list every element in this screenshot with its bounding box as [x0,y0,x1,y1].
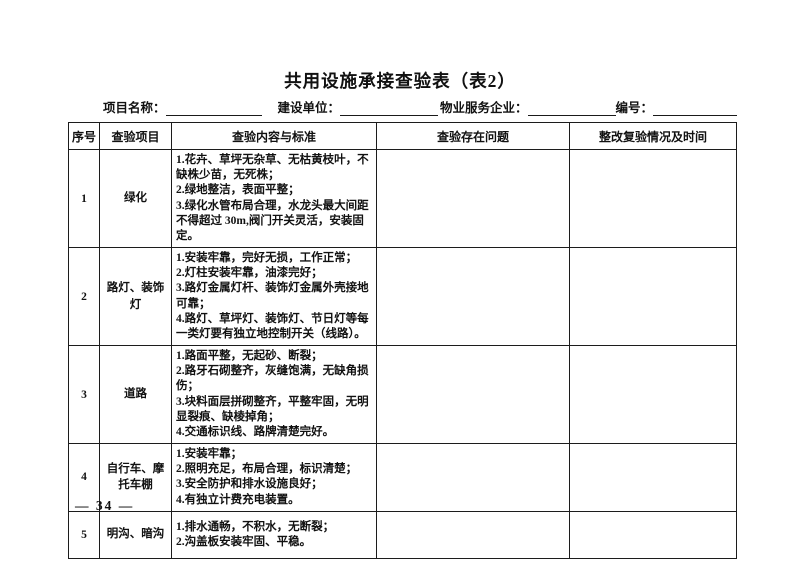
column-header-rectification: 整改复验情况及时间 [569,122,737,150]
table-row: 4 自行车、摩托车棚 1.安装牢靠； 2.照明充足，布局合理，标识清楚； 3.安全防… [68,443,737,512]
row-no: 1 [68,148,100,249]
column-header-no: 序号 [68,122,100,150]
row-no: 2 [68,247,100,347]
page-title: 共用设施承接查验表（表2） [284,71,516,91]
row-content: 1.路面平整，无起砂、断裂； 2.路牙石砌整齐，灰缝饱满，无缺角损伤； 3.块料面层… [171,345,377,445]
header-fields: 项目名称： 建设单位： 物业服务企业： 编号： [103,97,743,116]
row-content: 1.安装牢靠，完好无损，工作正常； 2.灯柱安装牢靠，油漆完好； 3.路灯金属灯杆、… [171,247,377,347]
row-problem [376,247,570,347]
page-number: — 34 — [75,498,135,513]
construction-unit-blank [340,102,439,116]
row-item: 绿化 [99,148,172,249]
row-problem [376,510,570,559]
table-row: 1 绿化 1.花卉、草坪无杂草、无枯黄枝叶，不缺株少苗，无死株； 2.绿地整洁，表… [68,148,737,249]
serial-number-blank [653,102,738,116]
row-problem [376,345,570,445]
inspection-table-body: 1 绿化 1.花卉、草坪无杂草、无枯黄枝叶，不缺株少苗，无死株； 2.绿地整洁，表… [68,148,737,559]
table-row: 3 道路 1.路面平整，无起砂、断裂； 2.路牙石砌整齐，灰缝饱满，无缺角损伤； 3… [68,345,737,445]
row-no: 4 [68,443,100,512]
row-no: 3 [68,345,100,445]
row-content: 1.排水通畅，不积水，无断裂； 2.沟盖板安装牢固、平稳。 [171,510,377,559]
row-rectification [569,247,737,347]
table-row: 5 明沟、暗沟 1.排水通畅，不积水，无断裂； 2.沟盖板安装牢固、平稳。 [68,510,737,559]
row-item: 道路 [99,345,172,445]
row-content: 1.花卉、草坪无杂草、无枯黄枝叶，不缺株少苗，无死株； 2.绿地整洁，表面平整； 3… [171,148,377,249]
property-company-blank [527,102,616,116]
project-name-label: 项目名称： [103,101,166,115]
serial-number-label: 编号： [615,101,654,115]
column-header-standard: 查验内容与标准 [171,122,377,150]
row-content: 1.安装牢靠； 2.照明充足，布局合理，标识清楚； 3.安全防护和排水设施良好； 4.… [171,443,377,512]
inspection-table: 序号 查验项目 查验内容与标准 查验存在问题 整改复验情况及时间 1 绿化 1.… [68,122,737,559]
construction-unit-label: 建设单位： [277,101,341,115]
project-name-blank [165,102,262,116]
column-header-problem: 查验存在问题 [376,122,570,150]
row-problem [376,443,570,512]
row-rectification [569,345,737,445]
row-item: 明沟、暗沟 [99,510,172,559]
row-rectification [569,148,737,249]
table-header-row: 序号 查验项目 查验内容与标准 查验存在问题 整改复验情况及时间 [68,122,737,150]
row-no: 5 [68,510,100,559]
row-rectification [569,510,737,559]
column-header-item: 查验项目 [99,122,172,150]
property-company-label: 物业服务企业： [440,101,528,115]
row-problem [376,148,570,249]
row-rectification [569,443,737,512]
row-item: 路灯、装饰灯 [99,247,172,347]
table-row: 2 路灯、装饰灯 1.安装牢靠，完好无损，工作正常； 2.灯柱安装牢靠，油漆完好；… [68,247,737,347]
